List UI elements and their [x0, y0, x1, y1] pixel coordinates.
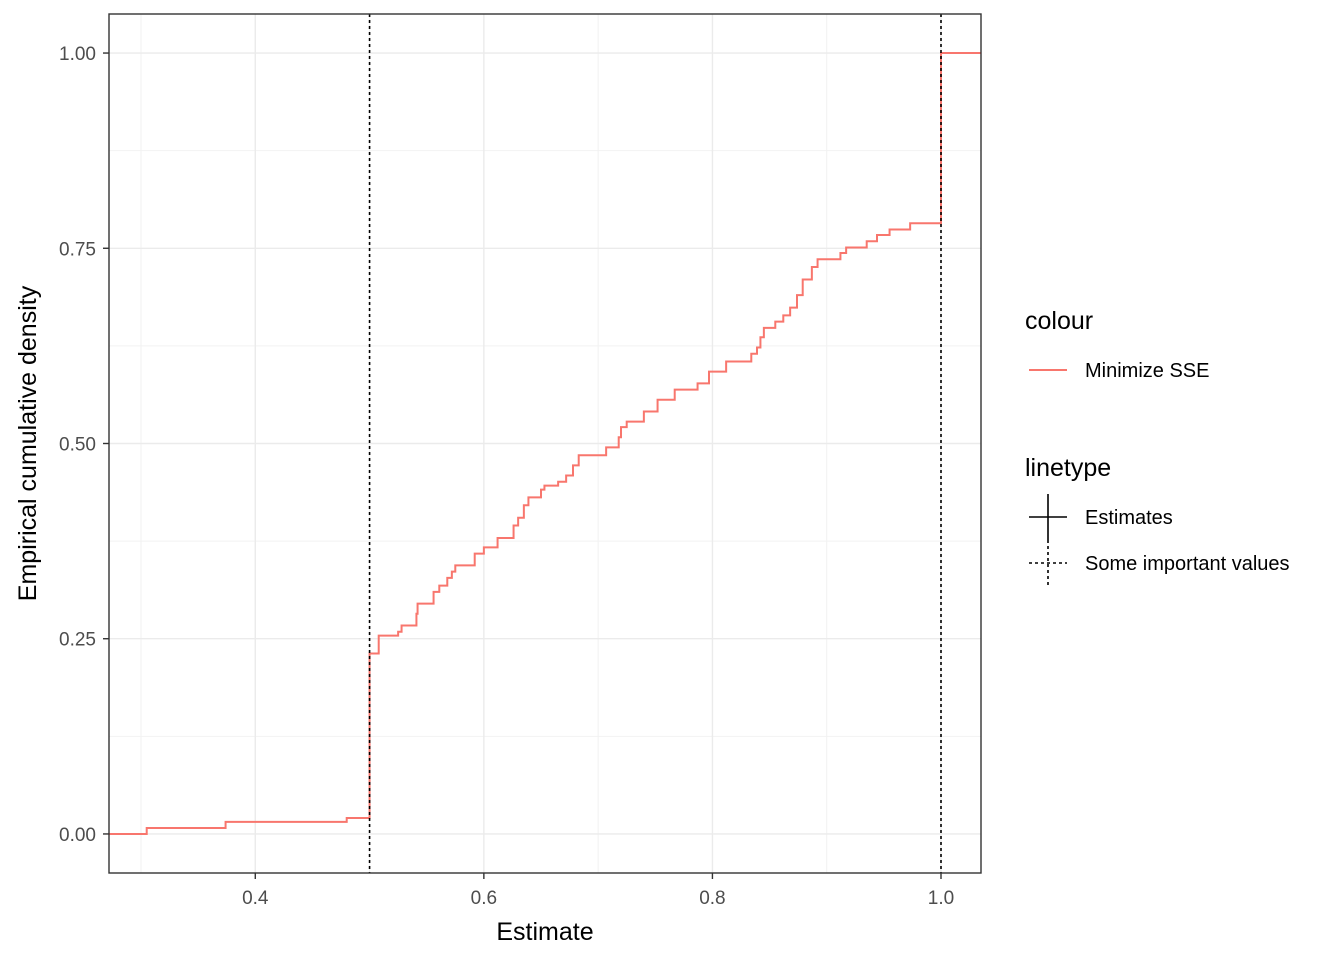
x-tick-label: 0.8	[699, 888, 725, 909]
y-tick-label: 0.50	[59, 435, 96, 456]
y-tick-label: 0.75	[59, 239, 96, 260]
series-layer	[109, 52, 981, 835]
reference-lines	[368, 14, 942, 873]
legend-label: Some important values	[1085, 553, 1290, 575]
legend-key	[1029, 540, 1067, 586]
y-axis-ticks: 0.00 0.25 0.50 0.75 1.00	[59, 44, 109, 846]
y-tick-label: 0.25	[59, 630, 96, 651]
x-tick-label: 1.0	[928, 888, 954, 909]
x-tick-label: 0.4	[242, 888, 269, 909]
legend-title: linetype	[1025, 454, 1111, 482]
y-tick-label: 0.00	[59, 825, 96, 846]
legend-title: colour	[1025, 307, 1093, 335]
series-line-minimize-sse	[109, 52, 981, 835]
x-axis-ticks: 0.4 0.6 0.8 1.0	[242, 873, 954, 909]
legend-label: Estimates	[1085, 507, 1173, 529]
y-tick-label: 1.00	[59, 44, 96, 65]
legend-label: Minimize SSE	[1085, 360, 1209, 382]
major-gridlines	[109, 14, 981, 873]
x-tick-label: 0.6	[471, 888, 497, 909]
legend: colour Minimize SSE linetype Estimates Some …	[1025, 307, 1290, 586]
legend-key	[1029, 494, 1067, 540]
y-axis-title: Empirical cumulative density	[14, 285, 42, 601]
x-axis-title: Estimate	[496, 918, 593, 946]
